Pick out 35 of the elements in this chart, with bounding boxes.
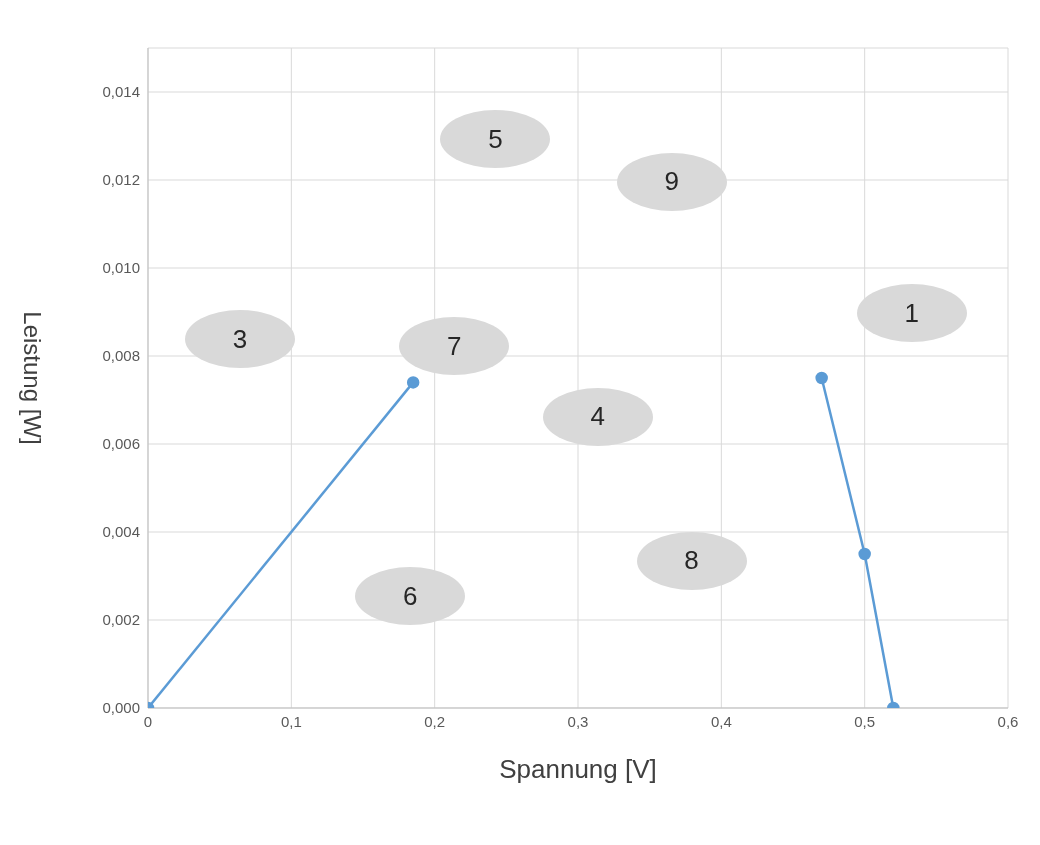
annotation: 7 xyxy=(446,330,462,362)
ellipse-shape: 8 xyxy=(636,531,747,590)
y-tick-label: 0,004 xyxy=(102,523,140,541)
annotation: 1 xyxy=(904,297,919,329)
x-tick-label: 0,3 xyxy=(567,712,589,730)
ellipse-shape: 6 xyxy=(355,567,466,626)
point xyxy=(858,547,871,561)
x-axis-title: Spannung [V] xyxy=(499,754,657,784)
ellipse-shape: 5 xyxy=(440,110,551,169)
y-tick-label: 0,006 xyxy=(102,435,140,453)
ellipse-shape: 3 xyxy=(185,310,295,369)
x-tick-label: 0 xyxy=(143,712,153,730)
x-tick-label: 0,5 xyxy=(854,712,876,730)
y-tick-label: 0,010 xyxy=(102,259,140,277)
x-tick-label: 0,6 xyxy=(997,712,1019,730)
y-tick-label: 0,012 xyxy=(102,171,140,189)
annotation: 8 xyxy=(684,545,699,577)
x-tick-label: 0,4 xyxy=(710,712,732,730)
y-tick-label: 0,008 xyxy=(102,347,140,365)
y-axis-title: Leistung [W] xyxy=(19,311,47,445)
y-tick-label: 0,000 xyxy=(102,699,140,717)
y-tick-label: 0,014 xyxy=(102,83,140,101)
annotation: 6 xyxy=(403,580,418,612)
annotation: 3 xyxy=(232,323,248,355)
ellipse-shape: 7 xyxy=(399,317,510,376)
ellipse-shape: 1 xyxy=(856,284,967,343)
y-tick-label: 0,002 xyxy=(102,611,140,629)
point xyxy=(815,371,828,385)
ellipse-shape: 4 xyxy=(542,387,653,446)
annotation: 9 xyxy=(664,166,679,198)
annotation: 5 xyxy=(488,123,503,155)
ellipse-shape: 9 xyxy=(616,152,727,211)
x-tick-label: 0,2 xyxy=(424,712,446,730)
x-tick-label: 0,1 xyxy=(280,712,302,730)
annotation: 4 xyxy=(590,401,605,433)
